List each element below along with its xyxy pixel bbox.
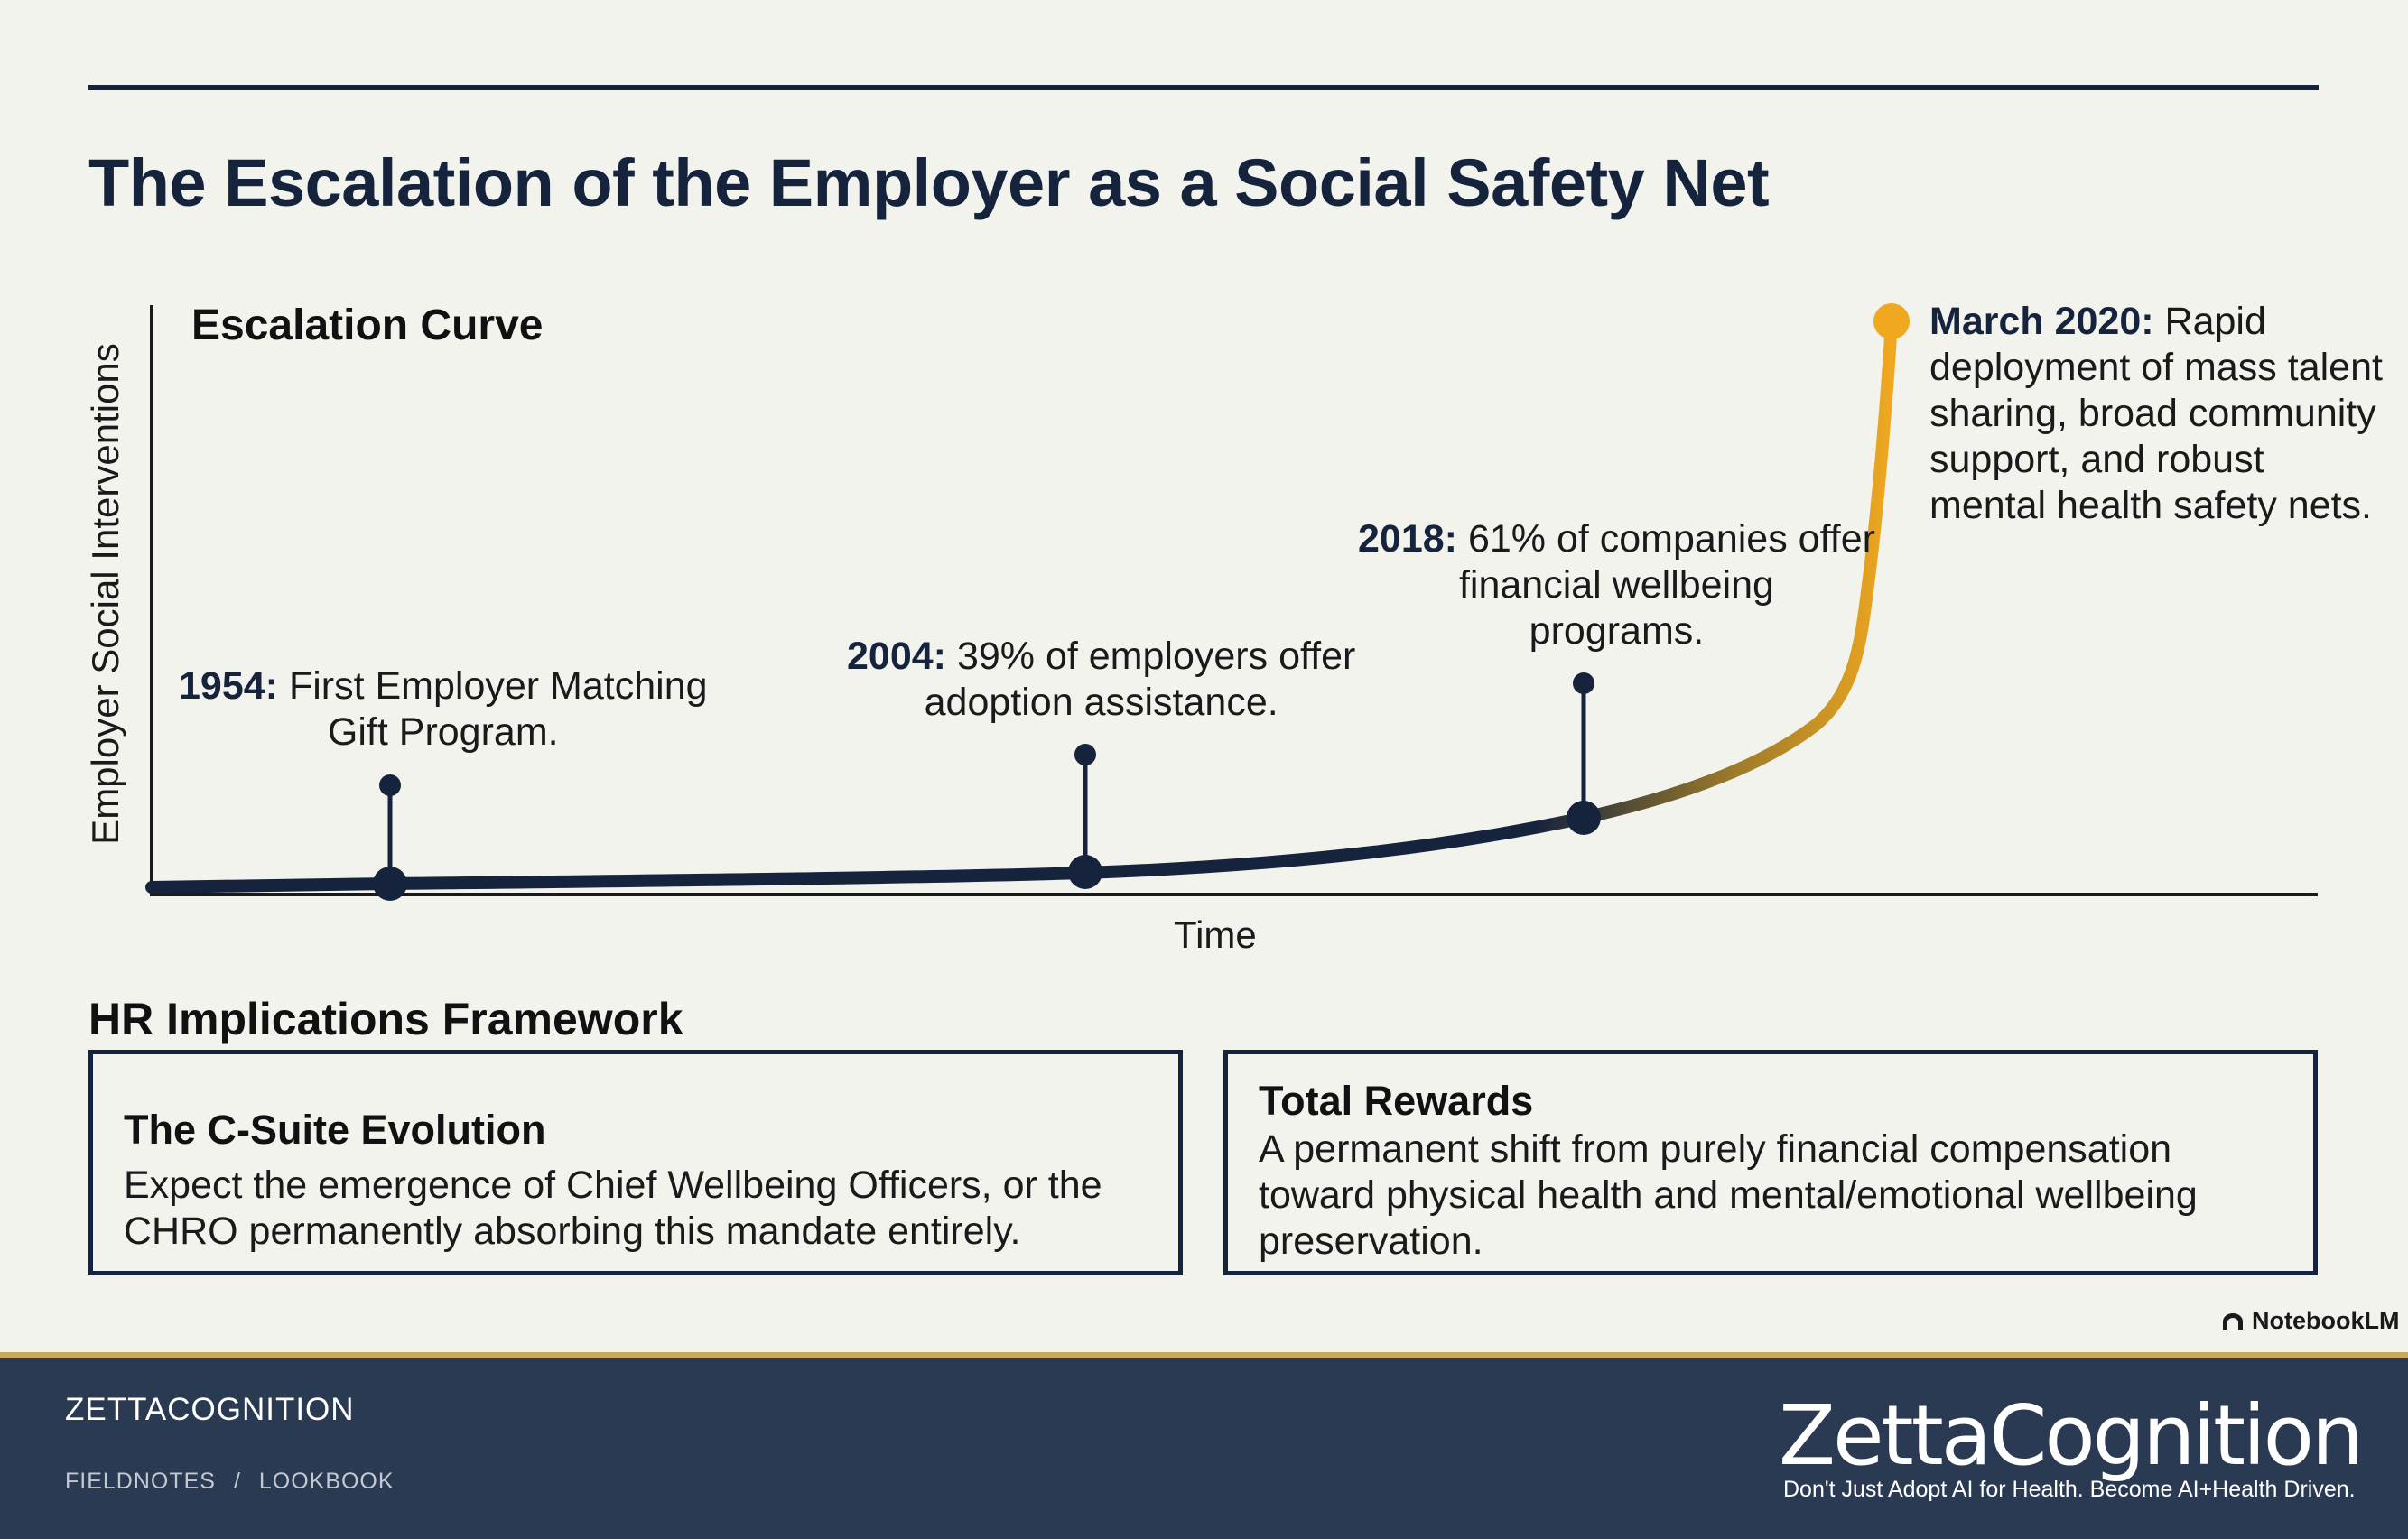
card-body-line: CHRO permanently absorbing this mandate … (124, 1210, 1021, 1253)
top-rule (88, 85, 2319, 90)
notebooklm-icon (2223, 1312, 2243, 1330)
annotation-2004: 2004: 39% of employers offer adoption ass… (847, 635, 1356, 724)
framework-title: HR Implications Framework (88, 994, 683, 1044)
card-body-line: toward physical health and mental/emotio… (1259, 1173, 2198, 1217)
tagline: Don't Just Adopt AI for Health. Become A… (1783, 1477, 2356, 1502)
annotation-2018: 2018: 61% of companies offer financial we… (1358, 517, 1875, 653)
annotation-text: Rapid deployment of mass talent sharing, b… (1929, 300, 2383, 527)
milestone-marker-2018 (1567, 672, 1601, 835)
slide: The Escalation of the Employer as a Soci… (0, 0, 2408, 1352)
x-axis-label: Time (1174, 913, 1257, 956)
annotation-year: 2018 (1358, 517, 1445, 561)
milestone-marker-2004 (1068, 744, 1102, 889)
notebooklm-watermark: NotebookLM (2221, 1307, 2399, 1335)
zettacognition-logo: ZettaCognition (1779, 1387, 2364, 1484)
annotation-year: 1954 (179, 664, 265, 708)
milestone-marker-march-2020 (1873, 303, 1910, 339)
notebooklm-label: NotebookLM (2252, 1307, 2400, 1334)
escalation-chart (145, 303, 2318, 901)
card-body: Expect the emergence of Chief Wellbeing … (124, 1163, 1102, 1255)
annotation-text: 39% of employers offer adoption assistanc… (924, 635, 1356, 724)
card-heading: Total Rewards (1259, 1078, 1534, 1124)
chart-title: Escalation Curve (191, 301, 544, 349)
breadcrumb-item-lookbook[interactable]: LOOKBOOK (258, 1469, 395, 1494)
card-c-suite-evolution: The C-Suite Evolution Expect the emergen… (88, 1050, 1183, 1275)
annotation-march-2020: March 2020: Rapid deployment of mass tale… (1929, 300, 2383, 527)
breadcrumb: FIELDNOTES / LOOKBOOK (65, 1469, 395, 1495)
breadcrumb-separator: / (233, 1469, 241, 1494)
card-body-line: preservation. (1259, 1219, 1483, 1263)
annotation-text: First Employer Matching Gift Program. (288, 664, 708, 754)
page-title: The Escalation of the Employer as a Soci… (88, 145, 1770, 220)
annotation-year: March 2020 (1929, 300, 2142, 343)
card-total-rewards: Total Rewards A permanent shift from pur… (1223, 1050, 2318, 1275)
card-body: A permanent shift from purely financial … (1259, 1126, 2198, 1265)
card-heading: The C-Suite Evolution (124, 1107, 546, 1153)
footer-accent-line (0, 1352, 2408, 1358)
annotation-1954: 1954: First Employer Matching Gift Progra… (179, 664, 708, 754)
annotation-year: 2004 (847, 635, 934, 678)
card-body-line: A permanent shift from purely financial … (1259, 1127, 2172, 1171)
brand-name: ZETTACOGNITION (65, 1392, 355, 1427)
annotation-text: 61% of companies offer financial wellbein… (1458, 517, 1875, 653)
footer: ZETTACOGNITION FIELDNOTES / LOOKBOOK Zet… (0, 1358, 2408, 1539)
y-axis-label: Employer Social Interventions (84, 343, 126, 845)
breadcrumb-item-fieldnotes[interactable]: FIELDNOTES (65, 1469, 216, 1494)
card-body-line: Expect the emergence of Chief Wellbeing … (124, 1164, 1102, 1207)
milestone-marker-1954 (373, 774, 407, 901)
